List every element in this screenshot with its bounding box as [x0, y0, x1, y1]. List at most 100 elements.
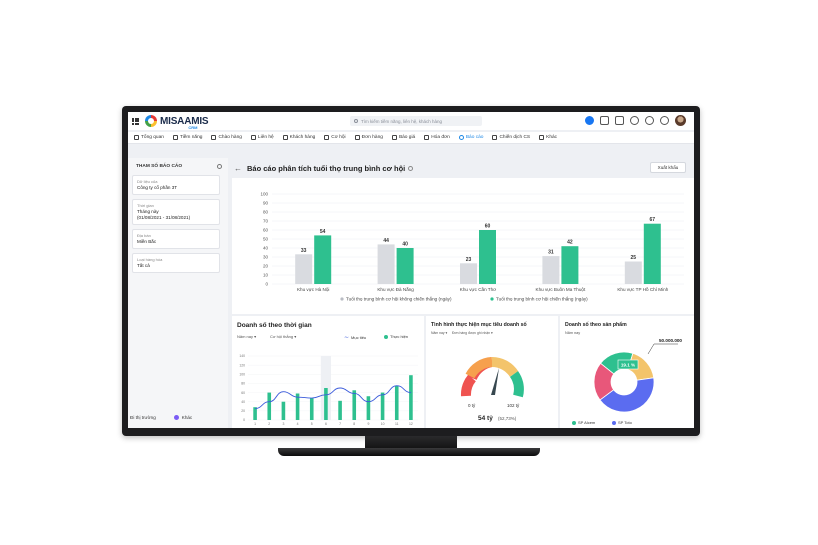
box-icon[interactable] — [600, 116, 609, 125]
sidebar-title: THAM SỐ BÁO CÁO — [136, 164, 183, 169]
dashboard-icon — [134, 135, 139, 140]
logo[interactable]: MISAAMIS CRM — [145, 113, 209, 130]
sidebar-bottom-right[interactable]: Khác — [173, 415, 192, 421]
filter-value-range: (01/08/2021 - 31/08/2021) — [137, 215, 191, 220]
sales-product-title: Doanh số theo sản phẩm — [565, 322, 627, 328]
month-bar — [281, 401, 286, 420]
target-filter-type-label: Đơn hàng được ghi nhận — [452, 331, 491, 335]
x-category-label: Khu vực Hà Nội — [297, 287, 329, 292]
bar-value-label: 25 — [631, 255, 637, 261]
back-arrow-icon[interactable]: ← — [234, 163, 242, 173]
app-grid-icon[interactable] — [132, 117, 139, 125]
legend-target-label: Mục tiêu — [351, 335, 367, 340]
bar-value-label: 42 — [567, 240, 573, 246]
nav-item-5[interactable]: Cơ hội — [324, 135, 346, 140]
filter-label: Loại hàng hóa — [137, 257, 163, 262]
month-bar — [309, 398, 314, 420]
nav-item-label: Khác — [546, 135, 558, 140]
search-input[interactable]: Tìm kiếm tiềm năng, liên hệ, khách hàng — [350, 116, 482, 126]
facebook-icon[interactable] — [585, 116, 594, 125]
y-tick-label: 80 — [241, 382, 245, 386]
bar-1-3 — [561, 246, 579, 284]
menu-icon — [539, 135, 545, 140]
nav-item-11[interactable]: Khác — [539, 135, 557, 140]
sidebar: THAM SỐ BÁO CÁO Dữ liệu của Công ty cổ ph… — [128, 158, 228, 428]
gauge-needle — [491, 368, 499, 395]
nav-item-4[interactable]: Khách hàng — [282, 135, 315, 140]
bar-value-label: 31 — [548, 250, 554, 256]
top-icons — [585, 115, 686, 126]
gear-icon[interactable] — [645, 116, 654, 125]
refresh-icon[interactable] — [408, 165, 414, 171]
sales-time-title: Doanh số theo thời gian — [237, 322, 312, 329]
nav-item-label: Chào hàng — [218, 135, 242, 140]
customer-icon — [282, 135, 288, 140]
nav-item-label: Đơn hàng — [361, 135, 383, 140]
callout-leader — [647, 343, 655, 355]
y-tick-label: 0 — [243, 418, 245, 422]
gauge-value: 54 tỷ — [478, 415, 493, 422]
export-button[interactable]: Xuất khẩu — [650, 162, 686, 173]
offer-icon — [211, 135, 217, 140]
filter-box-3[interactable]: Loại hàng hóa Tất cả — [132, 253, 220, 273]
report-icon — [458, 135, 464, 140]
nav-item-0[interactable]: Tổng quan — [134, 135, 164, 140]
green-dot-icon — [572, 420, 576, 425]
monitor-stand-neck — [365, 436, 457, 450]
bar-value-label: 54 — [320, 229, 326, 235]
month-bar — [409, 375, 413, 420]
filter-box-0[interactable]: Dữ liệu của Công ty cổ phần 3T — [132, 175, 220, 195]
nav-item-label: Báo giá — [398, 135, 416, 140]
filter-box-2[interactable]: Địa bàn Miền Bắc — [132, 229, 220, 249]
settings-gear-icon[interactable] — [217, 164, 222, 169]
filter-value: Tất cả — [137, 263, 150, 268]
pie-callout-value: 50.000.000 — [659, 338, 682, 343]
help-icon[interactable] — [660, 116, 669, 125]
sales-time-filter-type[interactable]: Cơ hội thắng ▾ — [270, 334, 297, 339]
bell-icon[interactable] — [630, 116, 639, 125]
campaign-icon — [492, 135, 498, 140]
sidebar-header: THAM SỐ BÁO CÁO — [136, 164, 222, 169]
target-filter-type[interactable]: Đơn hàng được ghi nhận ▾ — [452, 331, 493, 335]
y-tick-label: 30 — [263, 255, 269, 260]
x-tick-label: 5 — [311, 422, 313, 426]
target-filter-year[interactable]: Năm nay ▾ — [431, 331, 448, 335]
filter-box-1[interactable]: Thời gian Tháng này (01/08/2021 - 31/08/20… — [132, 199, 220, 225]
gauge-orange-arc — [465, 357, 493, 379]
sales-product-panel: Doanh số theo sản phẩm Năm nay 50.000.00… — [560, 316, 694, 428]
y-tick-label: 80 — [263, 210, 269, 215]
monitor: MISAAMIS CRM Tìm kiếm tiềm năng, liên hệ… — [122, 106, 700, 436]
pie-slice-label-box — [617, 359, 639, 370]
nav-item-10[interactable]: Chiến dịch CS — [492, 135, 530, 140]
nav-item-8[interactable]: Hóa đơn — [424, 135, 450, 140]
nav-item-6[interactable]: Đơn hàng — [354, 135, 383, 140]
nav-item-9[interactable]: Báo cáo — [458, 135, 483, 140]
pie-slice-2 — [599, 377, 655, 413]
nav-item-1[interactable]: Tiềm năng — [172, 135, 202, 140]
line-legend-icon: ∼ — [344, 335, 350, 341]
prospect-icon — [172, 135, 178, 140]
bar-0-0 — [295, 254, 313, 284]
y-tick-label: 0 — [265, 282, 268, 287]
target-progress-title: Tình hình thực hiện mục tiêu doanh số — [431, 322, 527, 328]
y-tick-label: 20 — [263, 264, 269, 269]
sales-time-filter-year[interactable]: Năm nay ▾ — [237, 334, 257, 339]
x-tick-label: 7 — [339, 422, 341, 426]
sales-time-panel: Doanh số theo thời gian Năm nay ▾ Cơ hội… — [232, 316, 424, 428]
nav-item-3[interactable]: Liên hệ — [250, 135, 274, 140]
avatar[interactable] — [675, 115, 686, 126]
y-tick-label: 70 — [263, 219, 269, 224]
y-tick-label: 100 — [260, 192, 268, 197]
month-bar — [324, 388, 328, 420]
pie-slice-3 — [593, 362, 615, 401]
bar-value-label: 40 — [402, 242, 408, 248]
month-bar — [295, 393, 300, 420]
bar-0-4 — [624, 261, 642, 284]
opportunity-icon — [324, 135, 330, 140]
product-filter-year[interactable]: Năm nay — [565, 331, 581, 335]
sidebar-bottom-left[interactable]: Đi thị trường — [130, 415, 156, 421]
nav-item-7[interactable]: Báo giá — [391, 135, 416, 140]
nav-item-2[interactable]: Chào hàng — [211, 135, 242, 140]
opportunity-age-chart: 0 10 20 30 40 50 60 70 80 90 100 33 54 Khu vực Hà Nội… — [232, 178, 694, 314]
calendar-icon[interactable] — [615, 116, 624, 125]
